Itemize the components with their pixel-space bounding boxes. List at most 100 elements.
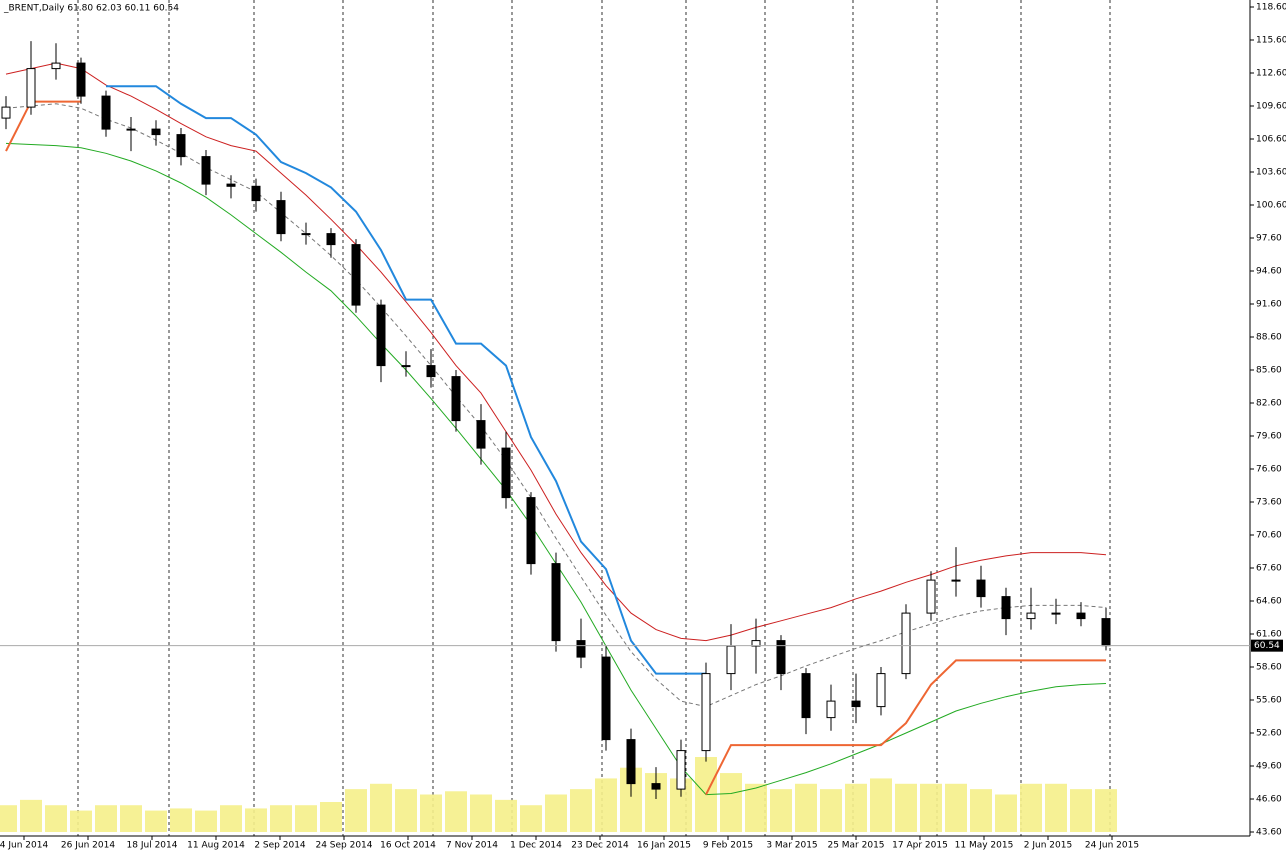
chart-title: _BRENT,Daily 61.80 62.03 60.11 60.54: [3, 4, 179, 14]
candle-body: [1, 106, 11, 119]
volume-bar: [495, 799, 517, 832]
y-tick-label: 91.60: [1256, 300, 1282, 310]
candle-body: [226, 183, 236, 187]
x-tick-label: 2 Jun 2015: [1024, 841, 1072, 851]
candle-body: [426, 365, 436, 378]
candle-body: [776, 640, 786, 675]
x-tick-label: 26 Jun 2014: [61, 841, 115, 851]
volume-bar: [520, 805, 542, 832]
volume-bar: [570, 789, 592, 832]
volume-bar: [95, 805, 117, 832]
x-tick-label: 17 Apr 2015: [892, 841, 948, 851]
volume-bar: [245, 808, 267, 832]
x-tick-label: 2 Sep 2014: [254, 841, 306, 851]
current-price-label: 60.54: [1254, 641, 1280, 651]
indicator-line: [5, 62, 1107, 642]
candle-body: [526, 497, 536, 565]
volume-bar: [195, 810, 217, 832]
volume-bar: [745, 783, 767, 832]
current-price-box: [1251, 639, 1283, 652]
volume-bar: [70, 810, 92, 832]
candle-body: [251, 185, 261, 202]
volume-bar: [995, 794, 1017, 832]
candle-body: [351, 244, 361, 306]
volume-bar: [820, 789, 842, 832]
candle-body: [101, 95, 111, 130]
volume-bar: [620, 767, 642, 832]
volume-bar: [45, 805, 67, 832]
candle-body: [151, 128, 161, 136]
y-tick-label: 118.60: [1256, 3, 1286, 13]
candle-body: [476, 420, 486, 449]
volume-bar: [220, 805, 242, 832]
candle-body: [176, 134, 186, 158]
volume-bar: [120, 805, 142, 832]
candle-body: [851, 700, 861, 708]
candle-body: [1076, 612, 1086, 620]
x-tick-label: 1 Dec 2014: [510, 841, 562, 851]
candle-body: [726, 645, 736, 675]
y-tick-label: 94.60: [1256, 267, 1282, 277]
volume-bar: [770, 789, 792, 832]
y-tick-label: 67.60: [1256, 564, 1282, 574]
candle-body: [451, 376, 461, 422]
volume-bar: [270, 805, 292, 832]
volume-bar: [470, 794, 492, 832]
y-tick-label: 70.60: [1256, 531, 1282, 541]
candle-body: [701, 673, 711, 752]
volume-bar: [1045, 783, 1067, 832]
y-tick-label: 112.60: [1256, 69, 1286, 79]
y-tick-label: 97.60: [1256, 234, 1282, 244]
candle-body: [326, 233, 336, 246]
indicator-line: [106, 85, 706, 675]
y-tick-label: 76.60: [1256, 465, 1282, 475]
candle-body: [126, 128, 136, 131]
candle-body: [201, 156, 211, 185]
y-tick-label: 115.60: [1256, 36, 1286, 46]
x-tick-label: 16 Jan 2015: [637, 841, 691, 851]
y-tick-label: 64.60: [1256, 597, 1282, 607]
volume-bar: [445, 791, 467, 832]
candle-body: [601, 656, 611, 741]
candle-body: [1026, 612, 1036, 620]
y-tick-label: 103.60: [1256, 168, 1286, 178]
y-tick-label: 55.60: [1256, 696, 1282, 706]
volume-bar: [870, 778, 892, 832]
volume-bar: [720, 773, 742, 832]
candle-body: [976, 579, 986, 598]
candle-body: [926, 579, 936, 614]
candle-body: [1051, 612, 1061, 615]
candle-body: [276, 200, 286, 235]
volume-bar: [320, 802, 342, 832]
y-tick-label: 82.60: [1256, 399, 1282, 409]
y-tick-label: 73.60: [1256, 498, 1282, 508]
volume-bar: [170, 808, 192, 832]
candle-body: [551, 563, 561, 642]
x-tick-label: 24 Jun 2015: [1085, 841, 1139, 851]
volume-bar: [1095, 789, 1117, 832]
volume-bar: [1070, 789, 1092, 832]
volume-bar: [970, 789, 992, 832]
x-tick-label: 9 Feb 2015: [703, 841, 753, 851]
candle-body: [26, 68, 36, 108]
volume-bar: [895, 783, 917, 832]
x-tick-label: 11 May 2015: [955, 841, 1014, 851]
candle-body: [51, 62, 61, 70]
volume-bar: [395, 789, 417, 832]
candle-body: [401, 365, 411, 368]
y-tick-label: 46.60: [1256, 795, 1282, 805]
y-tick-label: 58.60: [1256, 663, 1282, 673]
candle-body: [576, 640, 586, 658]
candle-body: [801, 673, 811, 719]
candle-body: [951, 579, 961, 582]
y-tick-label: 43.60: [1256, 828, 1282, 838]
x-tick-label: 24 Sep 2014: [315, 841, 372, 851]
candle-body: [76, 62, 86, 97]
volume-bar: [420, 794, 442, 832]
x-tick-label: 3 Mar 2015: [766, 841, 817, 851]
indicator-line: [5, 100, 81, 152]
candle-body: [376, 304, 386, 367]
volume-bar: [595, 778, 617, 832]
